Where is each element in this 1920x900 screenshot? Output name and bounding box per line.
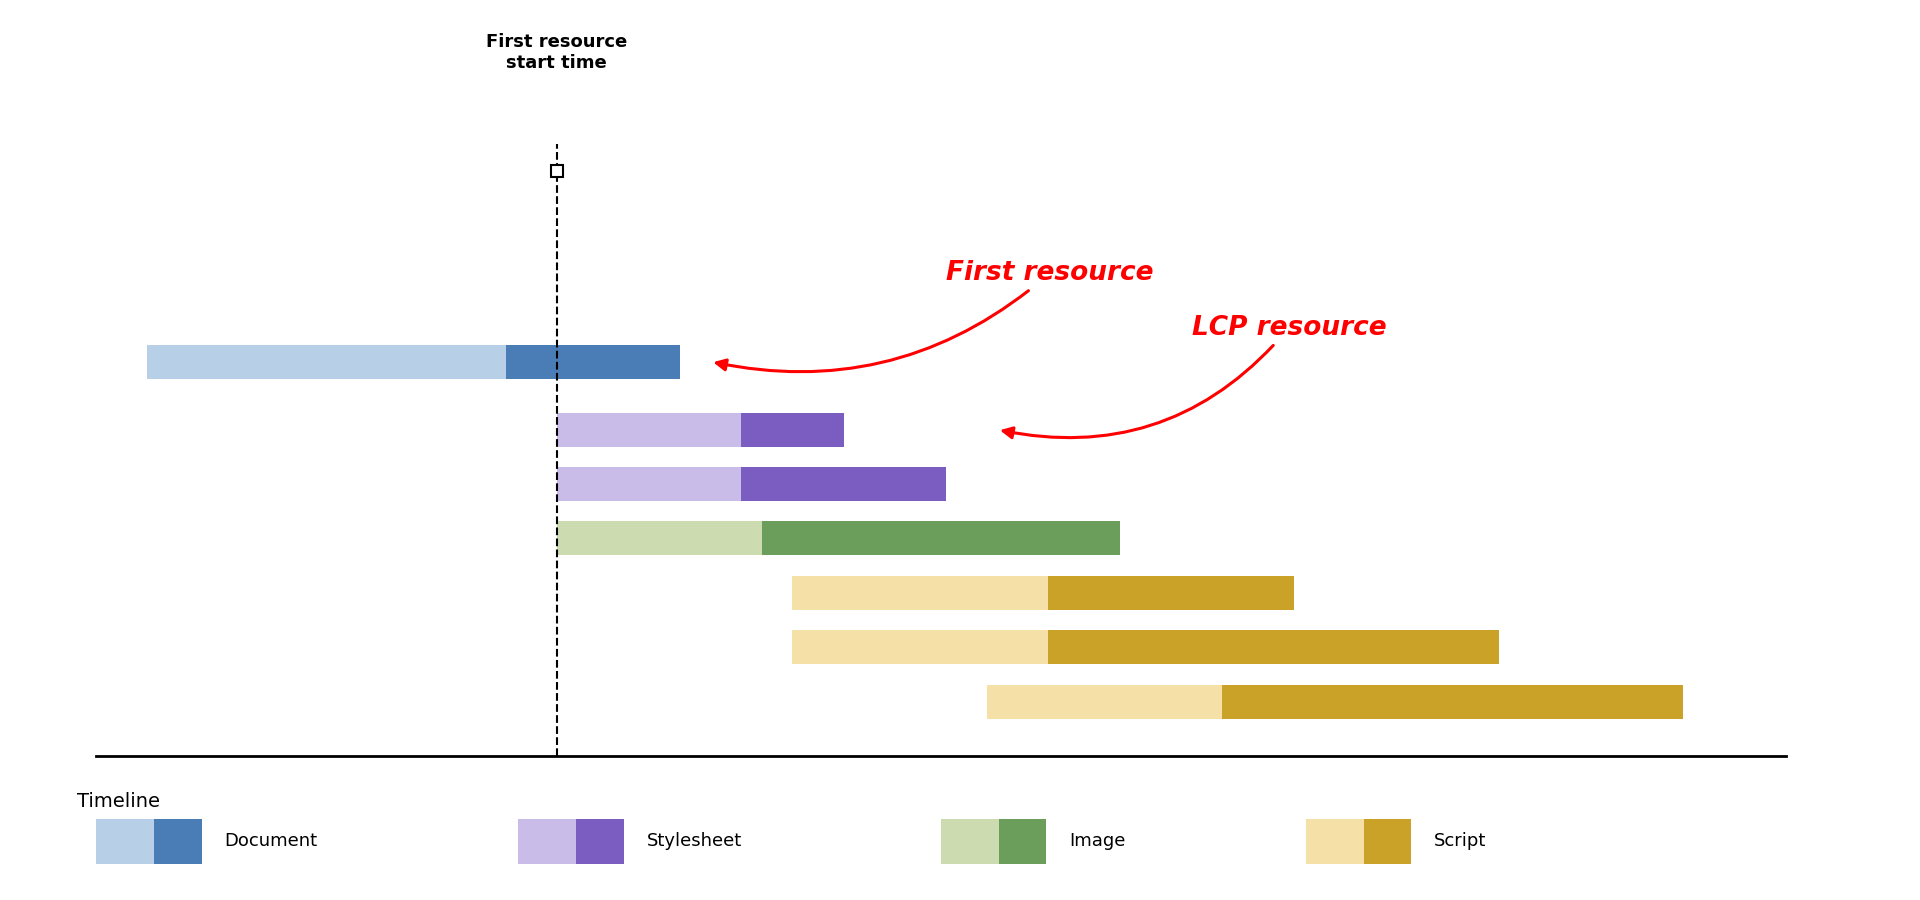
Text: Document: Document xyxy=(225,832,319,850)
Bar xyxy=(793,630,1048,664)
Bar xyxy=(793,576,1048,610)
Bar xyxy=(148,345,505,379)
Bar xyxy=(1363,819,1411,864)
Bar xyxy=(741,412,843,446)
Bar xyxy=(557,467,741,501)
Text: Stylesheet: Stylesheet xyxy=(647,832,743,850)
Bar xyxy=(505,345,680,379)
Text: LCP resource: LCP resource xyxy=(1002,315,1386,437)
Bar xyxy=(1223,685,1684,718)
Bar xyxy=(741,467,947,501)
Bar xyxy=(576,819,624,864)
Bar xyxy=(1048,630,1500,664)
Bar xyxy=(1048,576,1294,610)
Text: Timeline: Timeline xyxy=(77,792,159,811)
Bar xyxy=(987,685,1223,718)
Bar xyxy=(557,521,762,555)
Bar xyxy=(557,412,741,446)
Bar xyxy=(762,521,1119,555)
Text: Script: Script xyxy=(1434,832,1486,850)
Bar xyxy=(96,819,154,864)
Bar xyxy=(998,819,1046,864)
Bar xyxy=(941,819,998,864)
Text: Image: Image xyxy=(1069,832,1125,850)
Bar xyxy=(154,819,202,864)
Bar xyxy=(518,819,576,864)
Text: First resource: First resource xyxy=(716,260,1154,372)
Text: First resource
start time: First resource start time xyxy=(486,33,628,72)
Bar xyxy=(1306,819,1363,864)
